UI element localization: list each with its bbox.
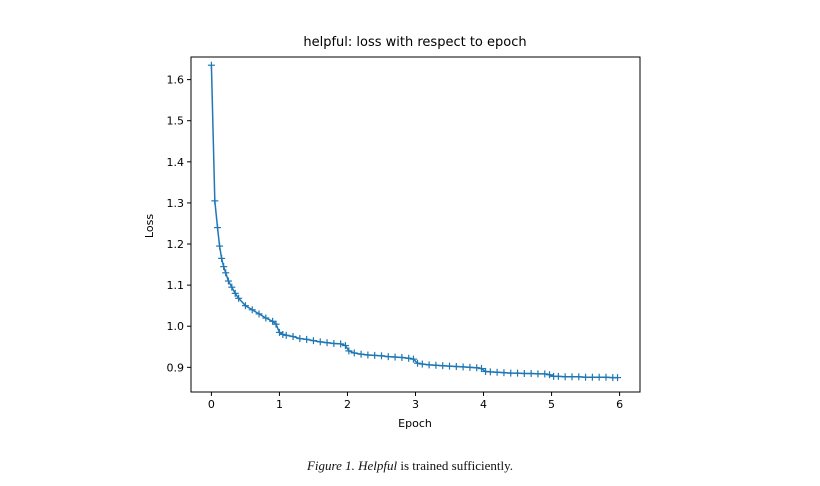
data-point <box>514 369 522 377</box>
data-point <box>446 362 454 370</box>
data-point <box>303 335 311 343</box>
data-point <box>207 61 215 69</box>
data-point <box>398 353 406 361</box>
x-tick-label: 2 <box>344 398 351 411</box>
data-point <box>425 361 433 369</box>
x-tick-label: 1 <box>276 398 283 411</box>
y-tick-label: 1.4 <box>167 156 185 169</box>
data-point <box>216 242 224 250</box>
data-point <box>575 373 583 381</box>
data-point <box>546 371 554 379</box>
y-tick-label: 1.2 <box>167 238 185 251</box>
data-point <box>248 306 256 314</box>
y-tick-label: 1.5 <box>167 115 185 128</box>
y-tick-label: 1.3 <box>167 197 185 210</box>
data-point <box>486 368 494 376</box>
data-point <box>588 373 596 381</box>
caption-rest: is trained sufficiently. <box>400 458 514 473</box>
data-point <box>493 368 501 376</box>
data-point <box>432 361 440 369</box>
data-point <box>350 349 358 357</box>
data-point <box>218 254 226 262</box>
data-point <box>409 355 417 363</box>
data-point <box>345 347 353 355</box>
data-point <box>595 373 603 381</box>
figure-caption: Figure 1. Helpful is trained sufficientl… <box>0 458 820 474</box>
data-point <box>614 374 622 382</box>
x-tick-label: 6 <box>616 398 623 411</box>
data-point <box>527 370 535 378</box>
data-point <box>357 350 365 358</box>
data-point <box>582 373 590 381</box>
x-tick-label: 4 <box>480 398 487 411</box>
data-point <box>241 302 249 310</box>
data-point <box>341 342 349 350</box>
data-point <box>296 335 304 343</box>
x-tick-label: 5 <box>548 398 555 411</box>
data-point <box>255 310 263 318</box>
x-tick-label: 0 <box>208 398 215 411</box>
data-point <box>414 359 422 367</box>
x-axis-label: Epoch <box>398 417 432 430</box>
data-point <box>330 339 338 347</box>
data-point <box>214 224 222 232</box>
data-point <box>507 369 515 377</box>
data-point <box>520 370 528 378</box>
data-point <box>477 365 485 373</box>
data-point <box>262 314 270 322</box>
data-point <box>282 331 290 339</box>
data-point <box>220 263 228 271</box>
data-point <box>279 330 287 338</box>
series-line <box>210 65 618 379</box>
data-point <box>211 197 219 205</box>
y-tick-label: 1.1 <box>167 279 185 292</box>
data-point <box>452 363 460 371</box>
data-point <box>316 338 324 346</box>
y-tick-label: 1.0 <box>167 320 185 333</box>
chart-title: helpful: loss with respect to epoch <box>303 35 526 50</box>
data-point <box>364 351 372 359</box>
data-point <box>309 337 317 345</box>
data-point <box>228 283 236 291</box>
data-point <box>224 277 232 285</box>
data-point <box>289 333 297 341</box>
data-point <box>541 370 549 378</box>
y-axis-label: Loss <box>143 214 156 238</box>
plot-area <box>207 61 622 382</box>
data-point <box>272 320 280 328</box>
loss-chart: helpful: loss with respect to epoch 0 1 2 3… <box>143 35 641 430</box>
data-point <box>377 352 385 360</box>
data-point <box>384 353 392 361</box>
x-tick-label: 3 <box>412 398 419 411</box>
data-point <box>222 269 230 277</box>
data-point <box>534 370 542 378</box>
y-tick-label: 1.6 <box>167 74 185 87</box>
y-tick-label: 0.9 <box>167 361 185 374</box>
plot-frame <box>190 56 641 393</box>
caption-emphasis: Helpful <box>358 458 398 473</box>
data-point <box>459 363 467 371</box>
data-point <box>561 373 569 381</box>
data-point <box>568 373 576 381</box>
data-point <box>371 351 379 359</box>
data-point <box>439 362 447 370</box>
data-point <box>337 340 345 348</box>
axes: 0 1 2 3 4 5 6 0.9 1.0 1.1 1.2 1.3 1.4 1.5 1.6 <box>167 56 641 411</box>
data-point <box>235 294 243 302</box>
data-point <box>231 289 239 297</box>
data-point <box>466 363 474 371</box>
data-point <box>554 372 562 380</box>
data-point <box>500 369 508 377</box>
data-point <box>323 339 331 347</box>
data-point <box>602 373 610 381</box>
caption-prefix: Figure 1. <box>306 458 355 473</box>
data-point <box>405 354 413 362</box>
data-point <box>391 353 399 361</box>
data-point <box>473 364 481 372</box>
data-point <box>418 360 426 368</box>
